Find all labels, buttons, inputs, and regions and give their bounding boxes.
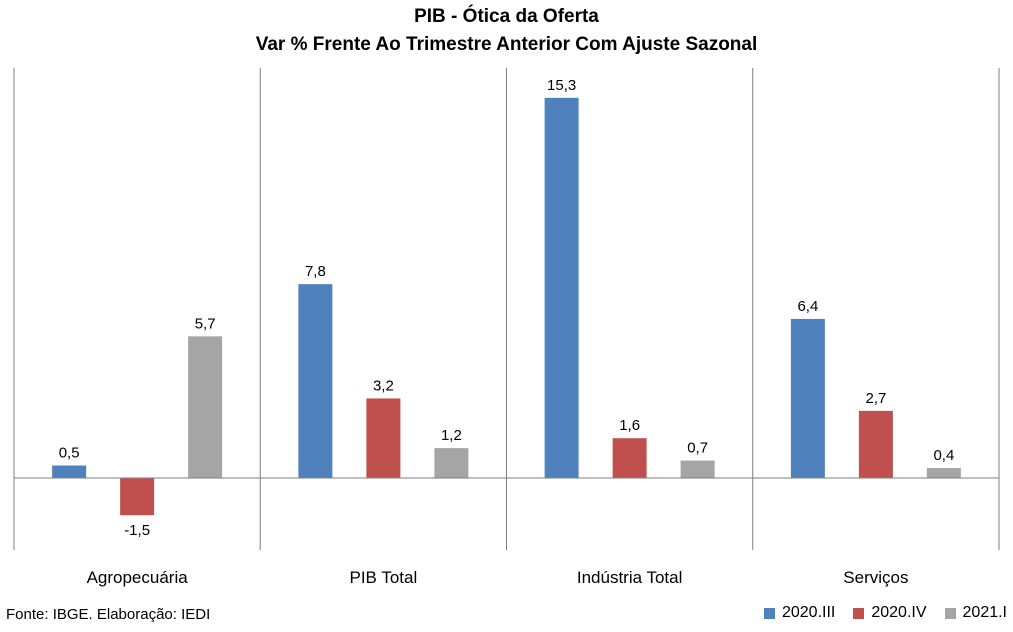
data-label: 0,4: [933, 447, 954, 464]
category-label: Agropecuária: [87, 568, 189, 587]
chart-title: PIB - Ótica da Oferta: [414, 6, 599, 27]
category-label: PIB Total: [350, 568, 418, 587]
legend-swatch-2021-i: [944, 607, 956, 619]
category-label: Serviços: [843, 568, 908, 587]
legend-label-2020-iv: 2020.IV: [871, 604, 927, 621]
legend-item-2021-i: 2021.I: [944, 604, 1007, 622]
legend-swatch-2020-iii: [763, 607, 775, 619]
legend-item-2020-iv: 2020.IV: [853, 604, 927, 622]
legend-label-2021-i: 2021.I: [962, 604, 1007, 621]
data-label: -1,5: [124, 522, 150, 539]
data-label: 0,5: [59, 445, 80, 462]
bar-chart: 0,5 -1,5 5,7 Agropecuária 7,8 3,2 1,2 PIB Total…: [13, 68, 1000, 587]
bar: [366, 398, 401, 478]
legend-swatch-2020-iv: [853, 607, 865, 619]
bar: [298, 284, 333, 478]
data-label: 7,8: [305, 263, 326, 280]
bar: [858, 410, 893, 478]
legend: 2020.III 2020.IV 2021.I: [763, 604, 1007, 622]
data-label: 3,2: [373, 377, 394, 394]
bar: [120, 477, 155, 516]
bar: [434, 448, 469, 478]
data-label: 6,4: [797, 298, 818, 315]
legend-label-2020-iii: 2020.III: [781, 604, 836, 621]
data-label: 1,2: [441, 427, 462, 444]
bar: [680, 460, 715, 478]
chart-subtitle: Var % Frente Ao Trimestre Anterior Com A…: [255, 34, 758, 55]
bar: [188, 336, 223, 478]
data-label: 5,7: [195, 315, 216, 332]
bar: [52, 465, 87, 478]
category-label: Indústria Total: [577, 568, 683, 587]
bar: [612, 438, 647, 478]
legend-item-2020-iii: 2020.III: [763, 604, 836, 622]
bar: [926, 468, 961, 478]
bar: [790, 318, 825, 478]
data-label: 15,3: [547, 77, 576, 94]
data-label: 2,7: [865, 390, 886, 407]
bar: [544, 97, 579, 478]
data-label: 0,7: [687, 440, 708, 457]
data-label: 1,6: [619, 417, 640, 434]
source-note: Fonte: IBGE. Elaboração: IEDI: [6, 606, 211, 623]
